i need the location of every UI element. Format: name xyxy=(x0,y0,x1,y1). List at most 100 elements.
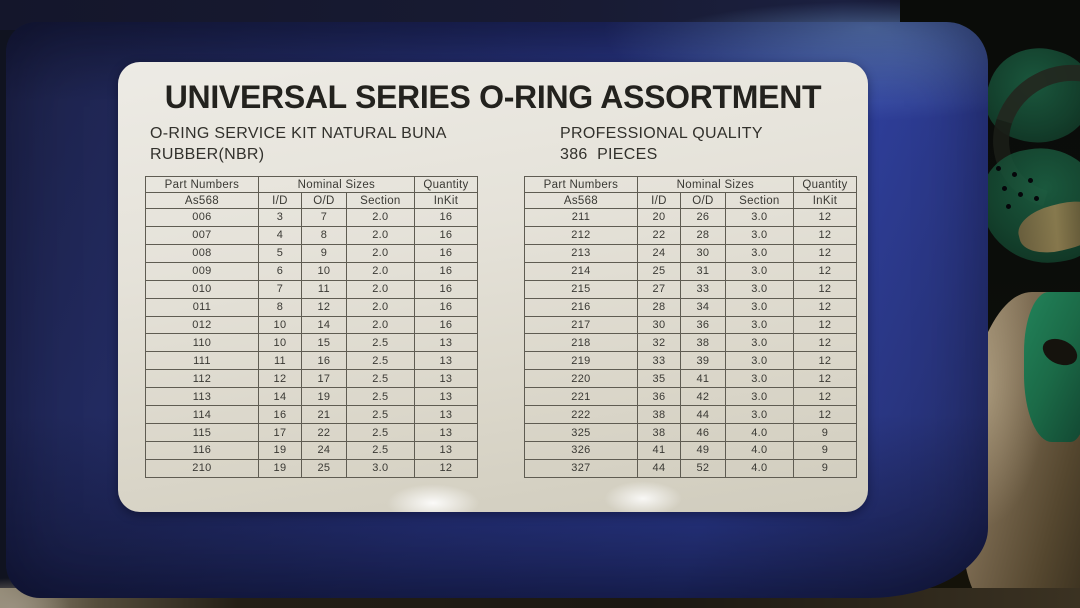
table-cell: 12 xyxy=(413,458,479,479)
col-quantity: Quantity xyxy=(792,176,858,193)
table-row: 011 8 12 2.0 16 xyxy=(145,297,479,317)
table-row: 110 10 15 2.5 13 xyxy=(145,333,479,353)
table-cell: 3.0 xyxy=(724,279,794,299)
table-cell: 10 xyxy=(257,333,303,353)
table-cell: 13 xyxy=(413,423,479,442)
subtitle-material-line1: O-RING SERVICE KIT NATURAL BUNA xyxy=(150,125,447,142)
table-cell: 36 xyxy=(680,315,726,335)
table-cell: 19 xyxy=(257,458,303,479)
subtitle-quality-line1: PROFESSIONAL QUALITY xyxy=(560,125,763,142)
table-cell: 218 xyxy=(524,333,638,353)
col-inkit: InKit xyxy=(413,192,479,209)
table-row: 221 36 42 3.0 12 xyxy=(524,387,858,407)
table-cell: 14 xyxy=(301,315,347,335)
table-cell: 28 xyxy=(680,225,726,245)
table-cell: 17 xyxy=(257,423,303,442)
col-id: I/D xyxy=(636,192,682,209)
col-quantity: Quantity xyxy=(413,176,479,193)
table-cell: 25 xyxy=(301,458,347,479)
table-cell: 36 xyxy=(636,387,682,407)
table-cell: 15 xyxy=(301,333,347,353)
col-od: O/D xyxy=(301,192,347,209)
table-cell: 3.0 xyxy=(724,369,794,389)
table-cell: 12 xyxy=(792,333,858,353)
table-cell: 16 xyxy=(257,405,303,425)
table-cell: 7 xyxy=(301,208,347,227)
table-cell: 35 xyxy=(636,369,682,389)
table-row: 219 33 39 3.0 12 xyxy=(524,351,858,371)
table-cell: 3.0 xyxy=(724,225,794,245)
table-cell: 3.0 xyxy=(724,297,794,317)
gasket-hole xyxy=(1038,333,1080,371)
label-title: UNIVERSAL SERIES O-RING ASSORTMENT xyxy=(164,79,822,115)
table-cell: 221 xyxy=(524,387,638,407)
table-cell: 42 xyxy=(680,387,726,407)
table-row: 215 27 33 3.0 12 xyxy=(524,279,858,299)
table-cell: 113 xyxy=(145,387,259,407)
table-row: 213 24 30 3.0 12 xyxy=(524,243,858,263)
table-cell: 12 xyxy=(792,208,858,227)
table-cell: 34 xyxy=(680,297,726,317)
table-cell: 30 xyxy=(680,243,726,263)
table-cell: 2.0 xyxy=(345,225,415,245)
table-cell: 3 xyxy=(257,208,303,227)
table-row: 112 12 17 2.5 13 xyxy=(145,369,479,389)
table-cell: 4.0 xyxy=(724,423,794,442)
table-cell: 10 xyxy=(257,315,303,335)
table-cell: 3.0 xyxy=(345,458,415,479)
col-part-numbers: Part Numbers xyxy=(145,176,259,193)
table-cell: 16 xyxy=(413,261,479,281)
label-subtitles: O-RING SERVICE KIT NATURAL BUNA RUBBER(N… xyxy=(118,123,868,165)
table-cell: 327 xyxy=(524,458,638,479)
col-inkit: InKit xyxy=(792,192,858,209)
table-cell: 12 xyxy=(792,279,858,299)
col-section: Section xyxy=(345,192,415,209)
table-row: 116 19 24 2.5 13 xyxy=(145,440,479,460)
table-cell: 21 xyxy=(301,405,347,425)
table-cell: 213 xyxy=(524,243,638,263)
table-cell: 25 xyxy=(636,261,682,281)
table-cell: 49 xyxy=(680,440,726,460)
subtitle-quality: PROFESSIONAL QUALITY 386 PIECES xyxy=(560,123,840,165)
table-cell: 16 xyxy=(413,243,479,263)
col-nominal-sizes: Nominal Sizes xyxy=(636,176,794,193)
table-cell: 3.0 xyxy=(724,261,794,281)
table-cell: 009 xyxy=(145,261,259,281)
table-cell: 16 xyxy=(413,208,479,227)
table-row: 214 25 31 3.0 12 xyxy=(524,261,858,281)
table-cell: 214 xyxy=(524,261,638,281)
table-row: 222 38 44 3.0 12 xyxy=(524,405,858,425)
table-row: 212 22 28 3.0 12 xyxy=(524,225,858,245)
table-cell: 20 xyxy=(636,208,682,227)
table-cell: 222 xyxy=(524,405,638,425)
table-cell: 2.0 xyxy=(345,261,415,281)
table-cell: 116 xyxy=(145,440,259,460)
table-cell: 111 xyxy=(145,351,259,371)
table-row: 113 14 19 2.5 13 xyxy=(145,387,479,407)
table-cell: 41 xyxy=(680,369,726,389)
parts-table-right: Part Numbers Nominal Sizes Quantity As56… xyxy=(524,176,858,479)
table-row: 325 38 46 4.0 9 xyxy=(524,423,858,442)
table-cell: 16 xyxy=(413,315,479,335)
table-cell: 12 xyxy=(257,369,303,389)
table-cell: 011 xyxy=(145,297,259,317)
table-cell: 13 xyxy=(413,333,479,353)
table-cell: 006 xyxy=(145,208,259,227)
table-cell: 11 xyxy=(257,351,303,371)
table-cell: 210 xyxy=(145,458,259,479)
col-id: I/D xyxy=(257,192,303,209)
table-cell: 13 xyxy=(413,351,479,371)
table-cell: 2.5 xyxy=(345,423,415,442)
table-cell: 38 xyxy=(680,333,726,353)
table-cell: 220 xyxy=(524,369,638,389)
table-sub-header-row: As568 I/D O/D Section InKit xyxy=(145,192,479,209)
table-row: 220 35 41 3.0 12 xyxy=(524,369,858,389)
gasket-holes xyxy=(996,166,1001,171)
table-cell: 2.0 xyxy=(345,243,415,263)
table-cell: 13 xyxy=(413,387,479,407)
table-cell: 12 xyxy=(792,369,858,389)
col-section: Section xyxy=(724,192,794,209)
table-cell: 007 xyxy=(145,225,259,245)
table-cell: 9 xyxy=(301,243,347,263)
table-cell: 216 xyxy=(524,297,638,317)
